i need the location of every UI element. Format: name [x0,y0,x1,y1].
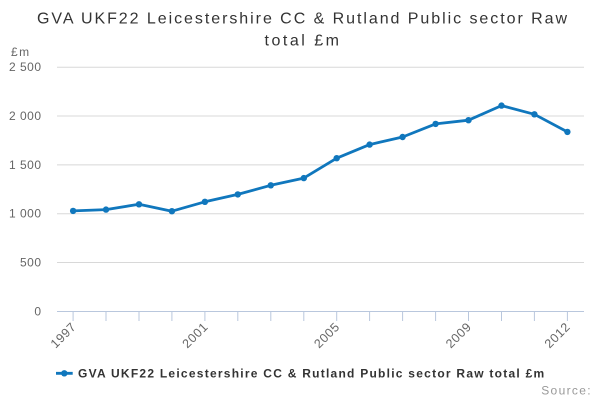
svg-text:2 000: 2 000 [9,109,42,123]
svg-text:Source:: Source: [541,384,592,398]
svg-text:GVA UKF22 Leicestershire CC &: GVA UKF22 Leicestershire CC & Rutland Pu… [37,11,569,28]
svg-text:£m: £m [11,45,31,59]
svg-text:2 500: 2 500 [9,60,42,74]
svg-text:1 500: 1 500 [9,158,42,172]
svg-text:0: 0 [34,304,41,318]
svg-text:GVA UKF22 Leicestershire CC &: GVA UKF22 Leicestershire CC & Rutland Pu… [78,367,545,381]
svg-text:1 000: 1 000 [9,207,42,221]
svg-text:total £m: total £m [265,33,342,50]
svg-text:500: 500 [20,256,42,270]
